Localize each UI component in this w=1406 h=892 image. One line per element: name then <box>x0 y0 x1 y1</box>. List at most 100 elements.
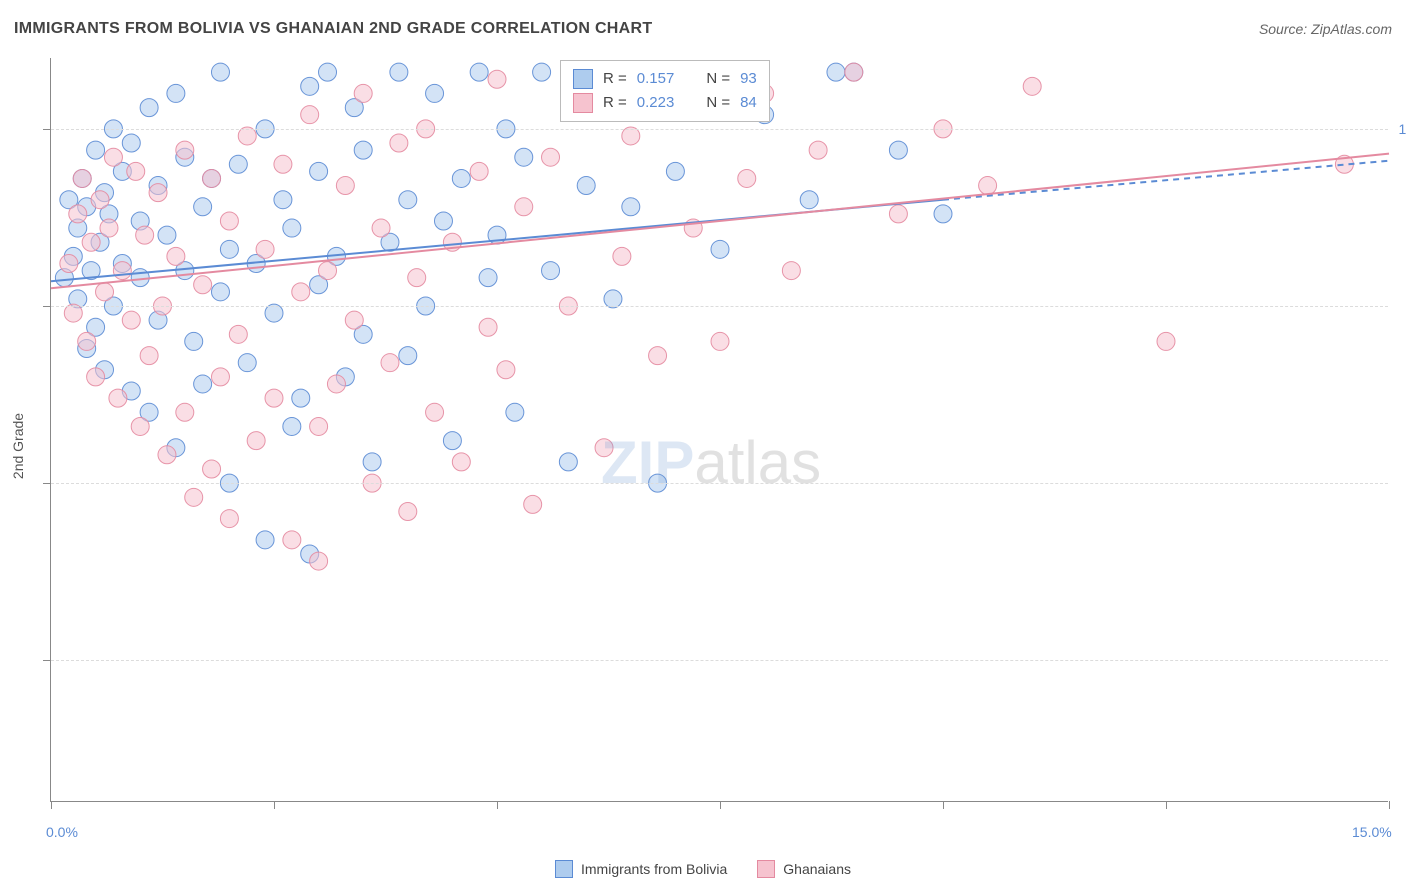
scatter-point <box>390 134 408 152</box>
scatter-point <box>889 205 907 223</box>
scatter-point <box>479 318 497 336</box>
scatter-point <box>1157 332 1175 350</box>
scatter-point <box>524 495 542 513</box>
y-tick-label: 97.5% <box>1394 298 1406 314</box>
scatter-point <box>136 226 154 244</box>
scatter-point <box>109 389 127 407</box>
scatter-point <box>542 148 560 166</box>
stats-r-value: 0.157 <box>637 67 675 91</box>
x-axis-min-label: 0.0% <box>46 824 78 840</box>
scatter-point <box>336 177 354 195</box>
scatter-point <box>229 155 247 173</box>
stats-n-value: 93 <box>740 67 757 91</box>
chart-title: IMMIGRANTS FROM BOLIVIA VS GHANAIAN 2ND … <box>14 20 652 38</box>
scatter-point <box>176 403 194 421</box>
scatter-point <box>220 240 238 258</box>
scatter-point <box>96 283 114 301</box>
gridline-h <box>51 660 1388 661</box>
scatter-point <box>1023 77 1041 95</box>
scatter-point <box>220 510 238 528</box>
y-tick <box>43 483 51 484</box>
scatter-point <box>292 389 310 407</box>
scatter-point <box>158 446 176 464</box>
scatter-point <box>488 70 506 88</box>
scatter-point <box>256 531 274 549</box>
scatter-point <box>434 212 452 230</box>
scatter-svg <box>51 58 1389 802</box>
chart-source: Source: ZipAtlas.com <box>1259 21 1392 37</box>
scatter-point <box>479 269 497 287</box>
scatter-point <box>211 283 229 301</box>
scatter-point <box>203 169 221 187</box>
scatter-point <box>515 148 533 166</box>
x-tick <box>1389 801 1390 809</box>
y-tick-label: 100.0% <box>1394 121 1406 137</box>
scatter-point <box>301 77 319 95</box>
scatter-point <box>345 311 363 329</box>
scatter-point <box>194 198 212 216</box>
scatter-point <box>399 347 417 365</box>
scatter-point <box>69 205 87 223</box>
scatter-point <box>100 219 118 237</box>
scatter-point <box>470 162 488 180</box>
legend-swatch <box>757 860 775 878</box>
scatter-point <box>506 403 524 421</box>
scatter-point <box>122 134 140 152</box>
scatter-point <box>979 177 997 195</box>
scatter-point <box>283 219 301 237</box>
scatter-point <box>452 169 470 187</box>
scatter-point <box>185 332 203 350</box>
gridline-h <box>51 306 1388 307</box>
y-tick <box>43 660 51 661</box>
scatter-point <box>533 63 551 81</box>
scatter-point <box>649 347 667 365</box>
scatter-point <box>310 552 328 570</box>
x-tick <box>943 801 944 809</box>
scatter-point <box>140 347 158 365</box>
stats-r-label: R = <box>603 91 627 115</box>
scatter-point <box>515 198 533 216</box>
scatter-point <box>381 354 399 372</box>
scatter-point <box>622 198 640 216</box>
y-axis-title: 2nd Grade <box>10 413 26 479</box>
scatter-point <box>104 148 122 166</box>
scatter-point <box>319 262 337 280</box>
scatter-point <box>283 531 301 549</box>
plot-inner: ZIPatlas 92.5%95.0%97.5%100.0% <box>51 58 1388 801</box>
scatter-point <box>408 269 426 287</box>
scatter-point <box>782 262 800 280</box>
scatter-point <box>274 191 292 209</box>
x-tick <box>720 801 721 809</box>
scatter-point <box>247 432 265 450</box>
y-tick <box>43 306 51 307</box>
scatter-point <box>301 106 319 124</box>
scatter-point <box>91 191 109 209</box>
chart-header: IMMIGRANTS FROM BOLIVIA VS GHANAIAN 2ND … <box>14 20 1392 38</box>
scatter-point <box>889 141 907 159</box>
stats-swatch <box>573 93 593 113</box>
scatter-point <box>131 269 149 287</box>
stats-n-value: 84 <box>740 91 757 115</box>
scatter-point <box>559 453 577 471</box>
scatter-point <box>211 368 229 386</box>
scatter-point <box>497 361 515 379</box>
scatter-point <box>238 354 256 372</box>
y-tick <box>43 129 51 130</box>
scatter-point <box>577 177 595 195</box>
stats-n-label: N = <box>706 67 730 91</box>
gridline-h <box>51 483 1388 484</box>
scatter-point <box>327 375 345 393</box>
scatter-point <box>711 240 729 258</box>
stats-row: R =0.223N =84 <box>573 91 757 115</box>
scatter-point <box>131 417 149 435</box>
stats-swatch <box>573 69 593 89</box>
stats-r-value: 0.223 <box>637 91 675 115</box>
scatter-point <box>390 63 408 81</box>
scatter-point <box>82 233 100 251</box>
legend-label: Ghanaians <box>783 861 851 877</box>
scatter-point <box>158 226 176 244</box>
trend-line <box>51 154 1389 289</box>
scatter-point <box>845 63 863 81</box>
scatter-point <box>73 169 91 187</box>
scatter-point <box>87 141 105 159</box>
